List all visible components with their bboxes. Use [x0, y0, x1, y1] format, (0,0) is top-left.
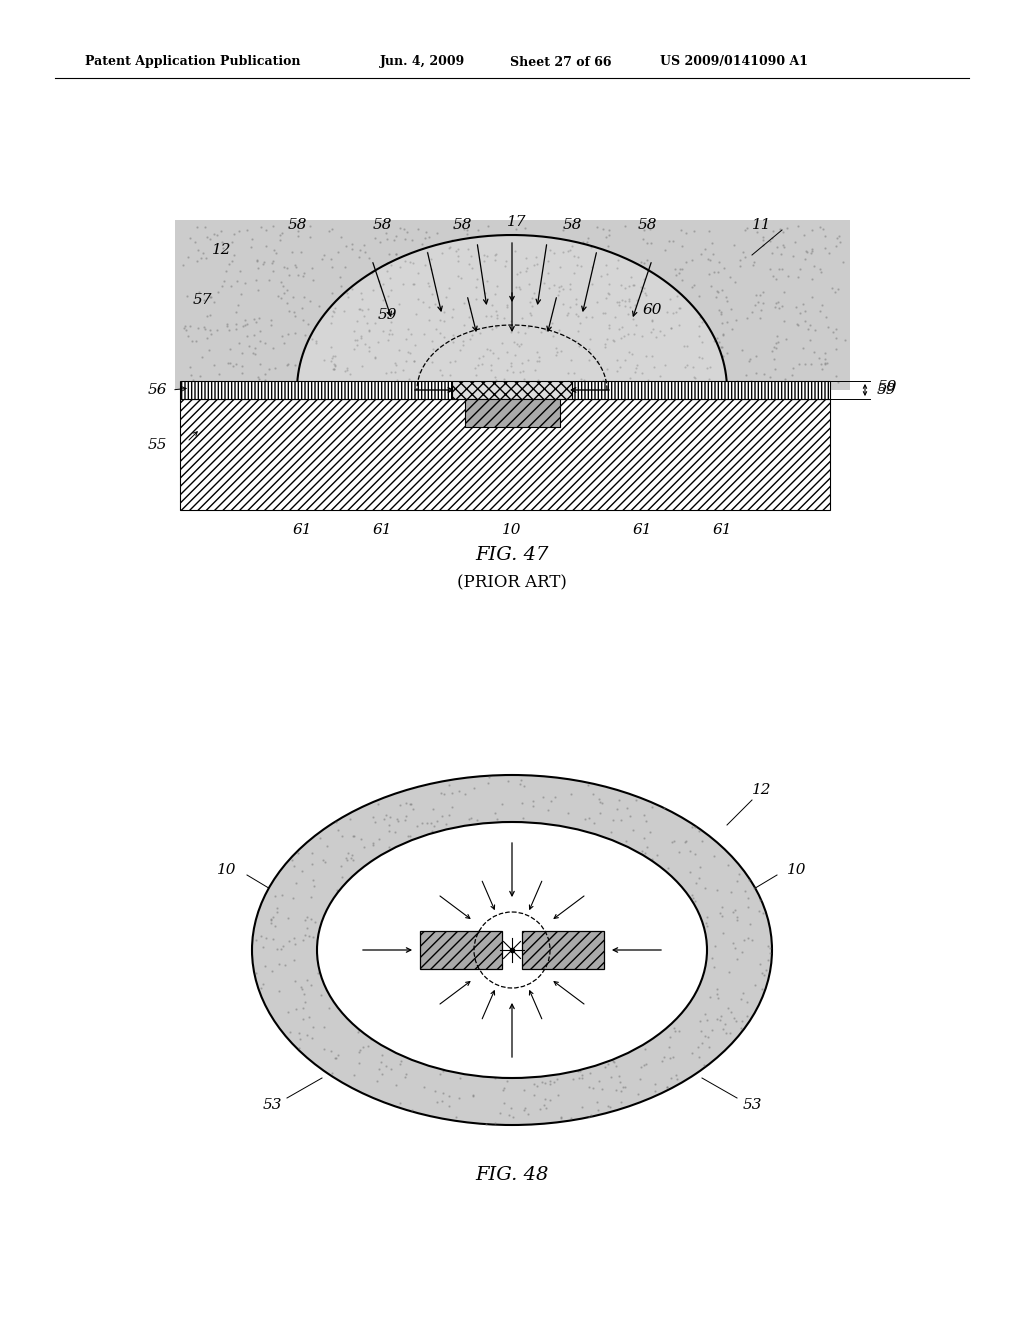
Text: 61: 61: [632, 523, 651, 537]
Text: 61: 61: [292, 523, 311, 537]
Text: 12: 12: [753, 783, 772, 797]
Text: Sheet 27 of 66: Sheet 27 of 66: [510, 55, 611, 69]
Text: 10: 10: [502, 523, 522, 537]
Text: Patent Application Publication: Patent Application Publication: [85, 55, 300, 69]
Text: 61: 61: [713, 523, 732, 537]
Text: 58: 58: [373, 218, 392, 232]
Text: 53: 53: [742, 1098, 762, 1111]
Text: Jun. 4, 2009: Jun. 4, 2009: [380, 55, 465, 69]
Text: 17: 17: [507, 215, 526, 228]
Text: 59: 59: [377, 308, 396, 322]
Bar: [452, 381, 572, 399]
Text: 53: 53: [262, 1098, 282, 1111]
Bar: [175, 220, 850, 389]
Text: 10: 10: [217, 863, 237, 876]
Text: 58: 58: [288, 218, 307, 232]
Text: 58: 58: [453, 218, 472, 232]
Text: 57: 57: [193, 293, 212, 308]
Bar: [572, 381, 830, 399]
Text: 61: 61: [373, 523, 392, 537]
Text: 58: 58: [637, 218, 656, 232]
Text: FIG. 47: FIG. 47: [475, 546, 549, 564]
Polygon shape: [297, 235, 727, 389]
Text: US 2009/0141090 A1: US 2009/0141090 A1: [660, 55, 808, 69]
Ellipse shape: [252, 775, 772, 1125]
Text: FIG. 48: FIG. 48: [475, 1166, 549, 1184]
Text: 60: 60: [642, 304, 662, 317]
Text: 59: 59: [877, 383, 896, 397]
Bar: [180, 399, 830, 510]
Text: 55: 55: [147, 438, 167, 451]
Text: (PRIOR ART): (PRIOR ART): [457, 574, 567, 591]
Bar: [465, 399, 559, 426]
Text: 11: 11: [753, 218, 772, 232]
Ellipse shape: [317, 822, 707, 1078]
Bar: [180, 381, 452, 399]
Text: 54: 54: [442, 883, 462, 898]
Text: 10: 10: [787, 863, 807, 876]
Bar: [522, 931, 604, 969]
Bar: [420, 931, 502, 969]
Text: 59: 59: [878, 380, 897, 393]
Text: 56: 56: [147, 383, 167, 397]
Text: 17: 17: [517, 1023, 537, 1038]
Text: 58: 58: [562, 218, 582, 232]
Text: 12: 12: [212, 243, 231, 257]
